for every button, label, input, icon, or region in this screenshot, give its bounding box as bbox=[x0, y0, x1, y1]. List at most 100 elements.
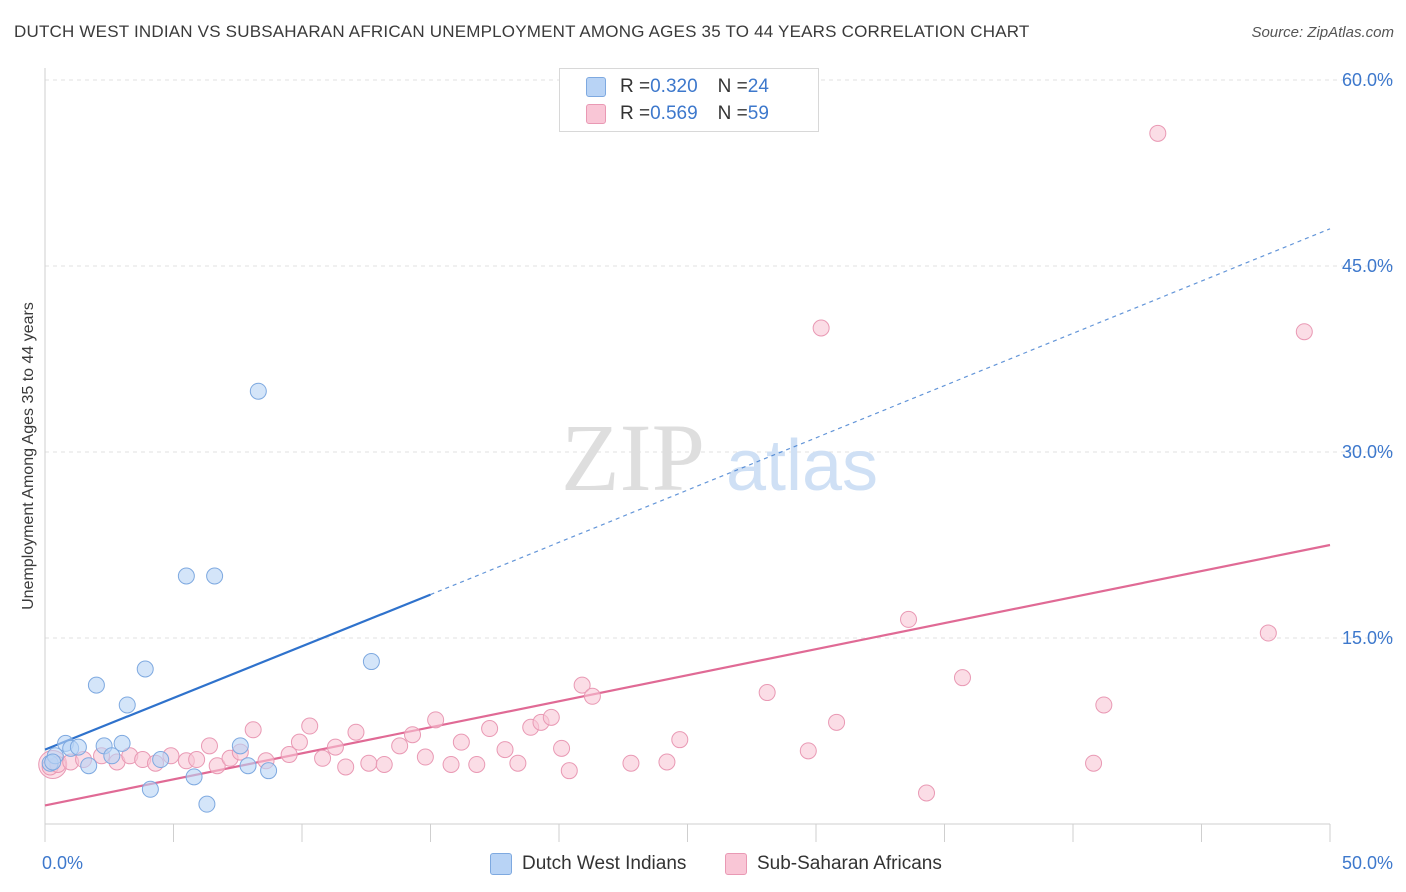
data-point-sub-saharan-african bbox=[560, 762, 578, 780]
data-point-dutch-west-indian bbox=[185, 768, 203, 786]
trend-lines bbox=[44, 228, 1331, 807]
data-point-dutch-west-indian bbox=[362, 653, 380, 671]
data-point-dutch-west-indian bbox=[239, 757, 257, 775]
data-point-sub-saharan-african bbox=[337, 758, 355, 776]
trend-line-dutch-west-indians-dashed bbox=[430, 228, 1331, 596]
data-point-dutch-west-indian bbox=[198, 795, 216, 813]
data-point-dutch-west-indian bbox=[87, 676, 105, 694]
data-point-dutch-west-indian bbox=[249, 382, 267, 400]
data-point-sub-saharan-african bbox=[1149, 124, 1167, 142]
data-point-sub-saharan-african bbox=[326, 738, 344, 756]
legend-swatch-pink bbox=[586, 104, 606, 124]
data-point-sub-saharan-african bbox=[427, 711, 445, 729]
legend-n-value: 24 bbox=[747, 76, 769, 97]
data-point-sub-saharan-african bbox=[658, 753, 676, 771]
data-point-sub-saharan-african bbox=[1095, 696, 1113, 714]
watermark-zip: ZIP bbox=[561, 404, 705, 511]
tick-labels: 15.0% 30.0% 45.0% 60.0% 0.0% 50.0% bbox=[42, 70, 1393, 873]
legend-r-value: 0.320 bbox=[650, 76, 698, 97]
data-point-sub-saharan-african bbox=[953, 669, 971, 687]
y-tick-label: 45.0% bbox=[1342, 256, 1393, 276]
bottom-legend-sub-saharan-africans: Sub-Saharan Africans bbox=[725, 852, 942, 876]
data-point-dutch-west-indian bbox=[136, 660, 154, 678]
data-point-sub-saharan-african bbox=[671, 731, 689, 749]
gridlines bbox=[45, 79, 1395, 639]
legend-r-label: R = bbox=[620, 76, 651, 97]
data-point-sub-saharan-african bbox=[301, 717, 319, 735]
data-point-sub-saharan-african bbox=[375, 755, 393, 773]
data-point-sub-saharan-african bbox=[404, 726, 422, 744]
data-point-sub-saharan-african bbox=[583, 687, 601, 705]
data-point-sub-saharan-african bbox=[360, 754, 378, 772]
legend-r-value: 0.569 bbox=[650, 103, 698, 124]
legend-row-sub-saharan-africans: R = 0.569 N = 59 bbox=[586, 101, 769, 127]
data-point-sub-saharan-african bbox=[799, 742, 817, 760]
data-point-dutch-west-indian bbox=[80, 757, 98, 775]
bottom-legend-swatch-blue bbox=[490, 853, 512, 875]
legend-n-label: N = bbox=[717, 103, 748, 124]
watermark-atlas: atlas bbox=[726, 426, 878, 506]
trend-line-dutch-west-indians bbox=[44, 593, 431, 751]
data-point-sub-saharan-african bbox=[280, 746, 298, 764]
data-point-sub-saharan-african bbox=[188, 751, 206, 769]
data-point-sub-saharan-african bbox=[200, 737, 218, 755]
data-point-sub-saharan-african bbox=[244, 721, 262, 739]
data-points bbox=[38, 124, 1313, 813]
legend-n-value: 59 bbox=[747, 103, 769, 124]
data-point-sub-saharan-african bbox=[542, 708, 560, 726]
data-point-dutch-west-indian bbox=[152, 751, 170, 769]
data-point-sub-saharan-african bbox=[496, 741, 514, 759]
bottom-legend-dutch-west-indians: Dutch West Indians bbox=[490, 852, 686, 876]
data-point-dutch-west-indian bbox=[44, 753, 62, 771]
stats-legend: R = 0.320 N = 24 R = 0.569 N = 59 bbox=[559, 68, 819, 132]
data-point-sub-saharan-african bbox=[314, 749, 332, 767]
data-point-sub-saharan-african bbox=[918, 784, 936, 802]
data-point-dutch-west-indian bbox=[103, 747, 121, 765]
x-tick-label: 50.0% bbox=[1342, 853, 1393, 873]
data-point-sub-saharan-african bbox=[509, 754, 527, 772]
bottom-legend-label-2: Sub-Saharan Africans bbox=[757, 853, 942, 874]
bottom-legend-label-1: Dutch West Indians bbox=[522, 853, 687, 874]
data-point-sub-saharan-african bbox=[828, 713, 846, 731]
data-point-dutch-west-indian bbox=[177, 567, 195, 585]
data-point-dutch-west-indian bbox=[260, 762, 278, 780]
source-label: Source: ZipAtlas.com bbox=[1251, 24, 1394, 41]
data-point-sub-saharan-african bbox=[1295, 323, 1313, 341]
data-point-dutch-west-indian bbox=[69, 738, 87, 756]
data-point-sub-saharan-african bbox=[452, 733, 470, 751]
legend-r-label: R = bbox=[620, 103, 651, 124]
data-point-dutch-west-indian bbox=[141, 780, 159, 798]
data-point-sub-saharan-african bbox=[758, 684, 776, 702]
data-point-sub-saharan-african bbox=[573, 676, 591, 694]
data-point-dutch-west-indian bbox=[118, 696, 136, 714]
chart-title: DUTCH WEST INDIAN VS SUBSAHARAN AFRICAN … bbox=[14, 22, 1030, 41]
y-tick-label: 30.0% bbox=[1342, 442, 1393, 462]
data-point-sub-saharan-african bbox=[622, 754, 640, 772]
watermark: ZIP atlas bbox=[561, 404, 878, 511]
data-point-dutch-west-indian bbox=[113, 734, 131, 752]
x-tick-label: 0.0% bbox=[42, 853, 83, 873]
data-point-sub-saharan-african bbox=[442, 755, 460, 773]
legend-n-label: N = bbox=[717, 76, 748, 97]
legend-row-dutch-west-indians: R = 0.320 N = 24 bbox=[586, 74, 769, 100]
data-point-sub-saharan-african bbox=[208, 757, 226, 775]
y-tick-label: 15.0% bbox=[1342, 628, 1393, 648]
data-point-sub-saharan-african bbox=[1259, 624, 1277, 642]
data-point-sub-saharan-african bbox=[416, 748, 434, 766]
data-point-sub-saharan-african bbox=[812, 319, 830, 337]
data-point-sub-saharan-african bbox=[468, 755, 486, 773]
data-point-sub-saharan-african bbox=[900, 610, 918, 628]
data-point-sub-saharan-african bbox=[481, 720, 499, 738]
data-point-sub-saharan-african bbox=[347, 723, 365, 741]
axes bbox=[44, 68, 1331, 842]
data-point-sub-saharan-african bbox=[391, 737, 409, 755]
data-point-dutch-west-indian bbox=[206, 567, 224, 585]
data-point-sub-saharan-african bbox=[553, 739, 571, 757]
legend-swatch-blue bbox=[586, 77, 606, 97]
data-point-dutch-west-indian bbox=[231, 737, 249, 755]
bottom-legend-swatch-pink bbox=[725, 853, 747, 875]
y-tick-label: 60.0% bbox=[1342, 70, 1393, 90]
data-point-sub-saharan-african bbox=[290, 733, 308, 751]
data-point-sub-saharan-african bbox=[1085, 754, 1103, 772]
